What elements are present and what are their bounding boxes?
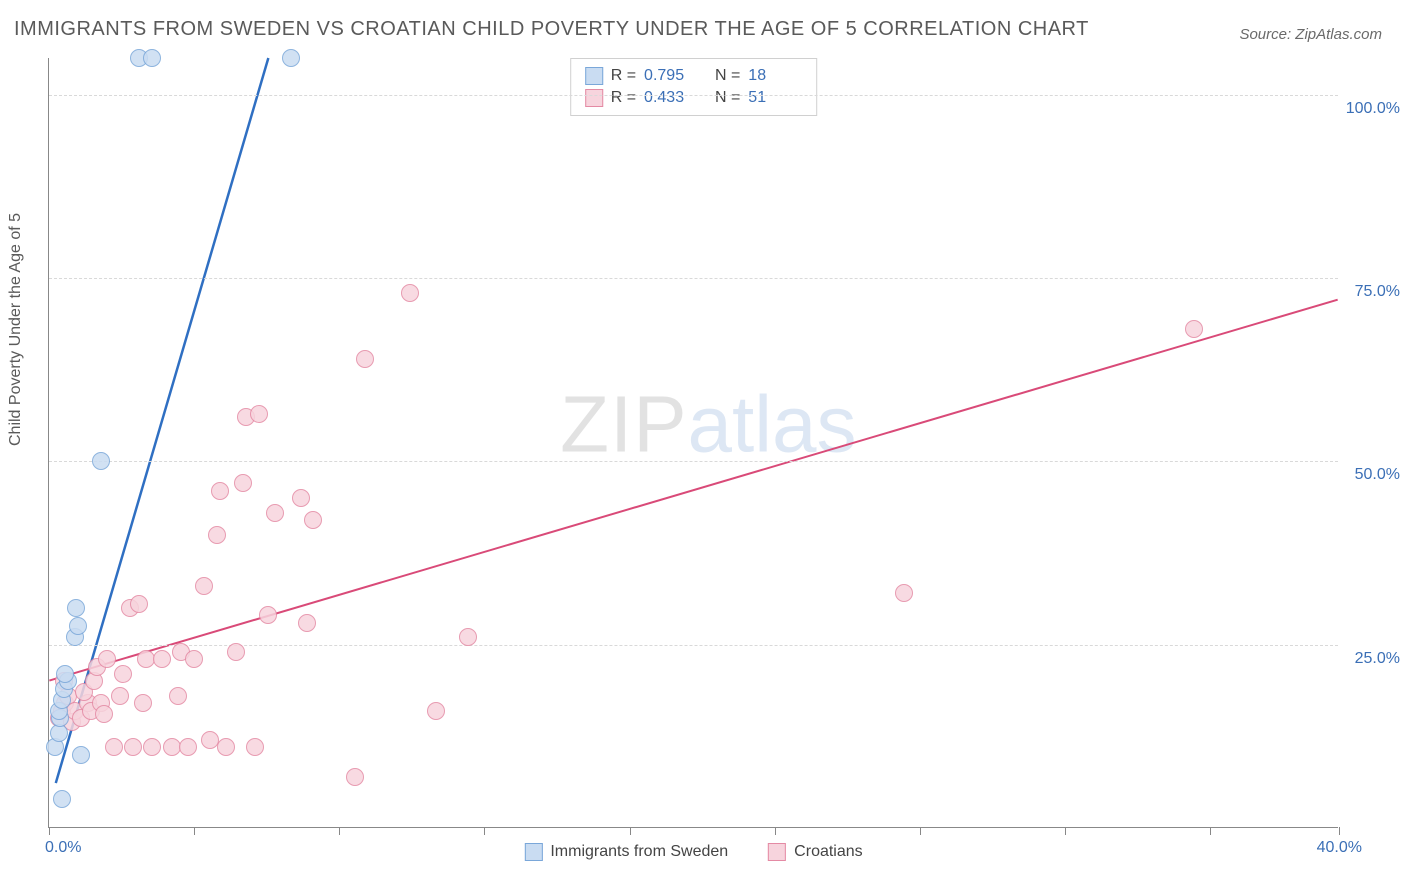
point-croatian bbox=[895, 584, 913, 602]
gridline bbox=[49, 461, 1338, 462]
point-croatian bbox=[227, 643, 245, 661]
legend-swatch bbox=[524, 843, 542, 861]
point-croatian bbox=[346, 768, 364, 786]
point-croatian bbox=[111, 687, 129, 705]
gridline bbox=[49, 95, 1338, 96]
point-croatian bbox=[356, 350, 374, 368]
point-sweden bbox=[53, 790, 71, 808]
legend-swatch bbox=[585, 89, 603, 107]
point-croatian bbox=[427, 702, 445, 720]
watermark-zip: ZIP bbox=[560, 379, 687, 468]
x-tick bbox=[49, 827, 50, 835]
point-croatian bbox=[105, 738, 123, 756]
x-tick bbox=[1065, 827, 1066, 835]
legend-swatch bbox=[768, 843, 786, 861]
x-tick bbox=[775, 827, 776, 835]
point-croatian bbox=[98, 650, 116, 668]
y-tick-label: 75.0% bbox=[1355, 283, 1400, 301]
x-tick bbox=[194, 827, 195, 835]
point-croatian bbox=[130, 595, 148, 613]
point-sweden bbox=[72, 746, 90, 764]
x-tick bbox=[630, 827, 631, 835]
legend-row: R = 0.433 N = 51 bbox=[585, 87, 803, 109]
point-croatian bbox=[185, 650, 203, 668]
point-croatian bbox=[259, 606, 277, 624]
source-attribution: Source: ZipAtlas.com bbox=[1239, 26, 1382, 43]
point-croatian bbox=[250, 405, 268, 423]
point-croatian bbox=[217, 738, 235, 756]
n-value: 18 bbox=[748, 67, 802, 85]
x-tick bbox=[1210, 827, 1211, 835]
point-sweden bbox=[282, 49, 300, 67]
chart-title: IMMIGRANTS FROM SWEDEN VS CROATIAN CHILD… bbox=[14, 18, 1089, 41]
y-tick-label: 100.0% bbox=[1346, 100, 1400, 118]
point-sweden bbox=[92, 452, 110, 470]
point-croatian bbox=[266, 504, 284, 522]
series-legend: Immigrants from Sweden Croatians bbox=[524, 843, 862, 861]
legend-row: R = 0.795 N = 18 bbox=[585, 65, 803, 87]
point-sweden bbox=[56, 665, 74, 683]
point-sweden bbox=[143, 49, 161, 67]
point-croatian bbox=[124, 738, 142, 756]
legend-swatch bbox=[585, 67, 603, 85]
point-croatian bbox=[195, 577, 213, 595]
point-croatian bbox=[292, 489, 310, 507]
point-croatian bbox=[211, 482, 229, 500]
x-axis-max-label: 40.0% bbox=[1317, 839, 1362, 857]
r-value: 0.795 bbox=[644, 67, 698, 85]
y-tick-label: 25.0% bbox=[1355, 650, 1400, 668]
point-croatian bbox=[95, 705, 113, 723]
watermark: ZIPatlas bbox=[560, 378, 856, 470]
x-axis-min-label: 0.0% bbox=[45, 839, 81, 857]
point-croatian bbox=[134, 694, 152, 712]
point-croatian bbox=[169, 687, 187, 705]
point-croatian bbox=[401, 284, 419, 302]
trend-lines-layer bbox=[49, 58, 1338, 827]
x-tick bbox=[920, 827, 921, 835]
point-croatian bbox=[298, 614, 316, 632]
point-croatian bbox=[246, 738, 264, 756]
x-tick bbox=[339, 827, 340, 835]
x-tick bbox=[1339, 827, 1340, 835]
r-label: R = bbox=[611, 67, 636, 85]
n-value: 51 bbox=[748, 89, 802, 107]
point-sweden bbox=[69, 617, 87, 635]
point-croatian bbox=[143, 738, 161, 756]
legend-label: Immigrants from Sweden bbox=[550, 843, 728, 861]
y-axis-label: Child Poverty Under the Age of 5 bbox=[7, 213, 25, 446]
x-tick bbox=[484, 827, 485, 835]
n-label: N = bbox=[706, 89, 740, 107]
point-croatian bbox=[179, 738, 197, 756]
point-croatian bbox=[234, 474, 252, 492]
n-label: N = bbox=[706, 67, 740, 85]
point-croatian bbox=[114, 665, 132, 683]
legend-item: Immigrants from Sweden bbox=[524, 843, 728, 861]
chart-container: IMMIGRANTS FROM SWEDEN VS CROATIAN CHILD… bbox=[0, 0, 1406, 892]
legend-item: Croatians bbox=[768, 843, 862, 861]
point-croatian bbox=[153, 650, 171, 668]
r-value: 0.433 bbox=[644, 89, 698, 107]
r-label: R = bbox=[611, 89, 636, 107]
point-croatian bbox=[1185, 320, 1203, 338]
y-tick-label: 50.0% bbox=[1355, 466, 1400, 484]
point-croatian bbox=[304, 511, 322, 529]
point-croatian bbox=[459, 628, 477, 646]
correlation-legend: R = 0.795 N = 18R = 0.433 N = 51 bbox=[570, 58, 818, 116]
plot-area: ZIPatlas R = 0.795 N = 18R = 0.433 N = 5… bbox=[48, 58, 1338, 828]
point-croatian bbox=[208, 526, 226, 544]
point-sweden bbox=[67, 599, 85, 617]
watermark-atlas: atlas bbox=[688, 379, 857, 468]
legend-label: Croatians bbox=[794, 843, 862, 861]
gridline bbox=[49, 278, 1338, 279]
